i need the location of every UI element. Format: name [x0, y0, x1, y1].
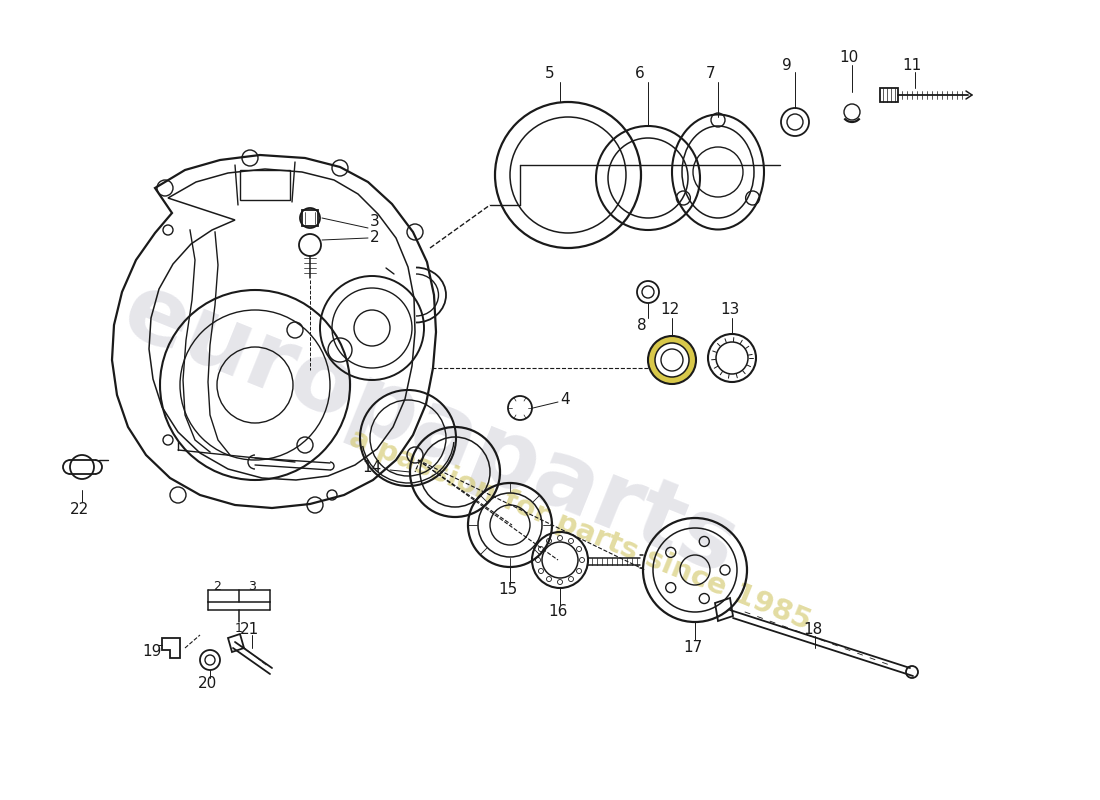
Text: 22: 22	[70, 502, 89, 518]
Text: 1: 1	[235, 622, 243, 634]
Text: 12: 12	[660, 302, 680, 318]
Text: 2: 2	[370, 230, 379, 246]
Text: 17: 17	[683, 641, 702, 655]
Text: 20: 20	[198, 677, 218, 691]
Text: 13: 13	[720, 302, 739, 318]
Text: a passion for parts since 1985: a passion for parts since 1985	[345, 424, 815, 636]
Text: 6: 6	[635, 66, 645, 82]
Circle shape	[70, 455, 94, 479]
Text: 3: 3	[370, 214, 379, 230]
Text: 14: 14	[362, 461, 382, 475]
Text: 7: 7	[706, 66, 716, 82]
Text: 19: 19	[142, 645, 162, 659]
Text: 11: 11	[902, 58, 922, 73]
Text: 15: 15	[498, 582, 517, 598]
Circle shape	[648, 336, 696, 384]
Text: 9: 9	[782, 58, 792, 73]
Text: 3: 3	[249, 579, 256, 593]
Text: 18: 18	[803, 622, 823, 638]
Text: 10: 10	[839, 50, 858, 66]
Text: 16: 16	[548, 605, 568, 619]
Text: 21: 21	[240, 622, 260, 638]
Text: 2: 2	[213, 579, 221, 593]
Text: 5: 5	[544, 66, 554, 82]
Circle shape	[654, 343, 689, 377]
Text: europaparts: europaparts	[110, 265, 750, 595]
Text: 4: 4	[560, 393, 570, 407]
Text: 8: 8	[637, 318, 647, 333]
